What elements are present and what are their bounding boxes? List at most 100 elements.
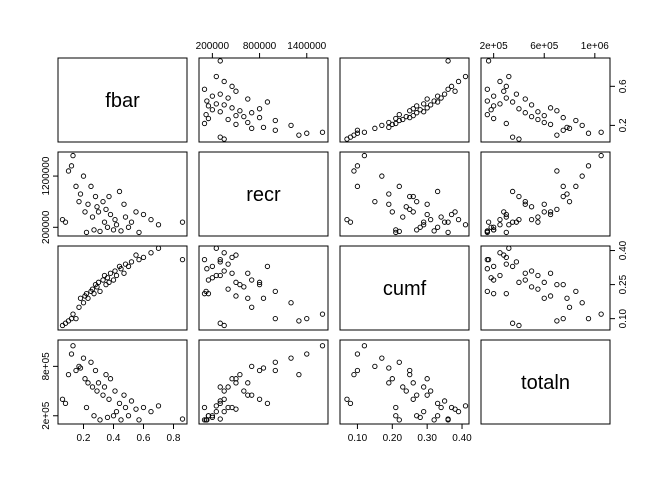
point	[579, 122, 585, 129]
panel-frame	[198, 245, 329, 331]
point	[97, 417, 103, 423]
point	[304, 351, 310, 357]
point	[503, 211, 509, 218]
point	[497, 101, 503, 107]
point	[106, 279, 112, 285]
point	[407, 371, 413, 378]
point	[535, 214, 541, 220]
point	[573, 183, 579, 189]
point	[501, 88, 507, 94]
point	[94, 284, 100, 290]
point	[76, 363, 82, 370]
y-tick-label: 1200000	[41, 156, 52, 195]
point	[434, 400, 441, 407]
point	[213, 272, 219, 279]
point	[506, 245, 512, 251]
point	[424, 392, 430, 398]
point	[434, 224, 441, 230]
point	[217, 58, 223, 64]
point	[233, 88, 239, 94]
point	[554, 206, 560, 213]
point	[73, 315, 79, 322]
point	[100, 277, 106, 283]
x-tick-label: 0.40	[452, 433, 472, 444]
point	[256, 281, 263, 288]
point	[70, 152, 76, 159]
point	[522, 199, 528, 205]
point	[203, 112, 209, 118]
point	[80, 300, 87, 306]
point	[490, 227, 497, 233]
point	[396, 359, 402, 365]
point	[205, 277, 212, 283]
point	[233, 293, 239, 299]
point	[455, 78, 462, 85]
y-tick-label: 2e+05	[41, 401, 52, 430]
y-tick-label: 0.40	[618, 240, 629, 260]
point	[541, 279, 547, 285]
panel-frame	[198, 151, 329, 237]
point	[441, 398, 448, 404]
point	[372, 363, 378, 370]
point	[516, 216, 522, 223]
point	[414, 110, 420, 116]
point	[386, 119, 392, 126]
point	[76, 304, 82, 310]
point	[106, 193, 112, 200]
point	[393, 229, 399, 236]
point	[201, 120, 208, 127]
point	[441, 219, 448, 225]
point	[579, 300, 585, 306]
point	[528, 204, 535, 210]
point	[229, 404, 235, 411]
panel-frame	[339, 339, 470, 425]
point	[107, 376, 114, 382]
point	[421, 384, 427, 390]
point	[396, 183, 402, 189]
point	[62, 320, 69, 326]
point	[288, 300, 294, 306]
point	[103, 371, 109, 378]
y-tick-label: 0.6	[618, 79, 629, 93]
point	[386, 191, 392, 197]
point	[233, 112, 239, 119]
point	[77, 295, 84, 301]
point	[484, 228, 490, 234]
point	[121, 201, 127, 207]
point	[107, 211, 114, 218]
point	[241, 284, 247, 290]
x-tick-label: 0.6	[137, 433, 151, 444]
point	[547, 209, 554, 215]
panel-frame	[339, 151, 470, 237]
point	[256, 367, 263, 374]
point	[233, 121, 239, 128]
point	[513, 259, 520, 265]
point	[209, 263, 216, 270]
point	[522, 201, 528, 207]
point	[113, 272, 120, 279]
point	[393, 413, 399, 419]
point	[229, 83, 235, 89]
y-tick-label: 8e+05	[41, 352, 52, 381]
point	[372, 125, 378, 131]
point	[113, 222, 120, 228]
point	[213, 408, 219, 415]
point	[573, 117, 579, 124]
point	[361, 343, 368, 349]
point	[95, 209, 102, 215]
point	[431, 417, 437, 423]
point	[65, 318, 72, 324]
point	[347, 400, 354, 407]
point	[179, 219, 186, 225]
point	[68, 351, 75, 357]
point	[554, 318, 560, 324]
point	[455, 216, 462, 223]
point	[245, 380, 251, 386]
point	[217, 384, 223, 390]
point	[103, 281, 109, 288]
x-tick-label: 0.8	[167, 433, 181, 444]
variable-label: totaln	[521, 372, 570, 394]
point	[256, 106, 263, 112]
point	[541, 201, 547, 207]
